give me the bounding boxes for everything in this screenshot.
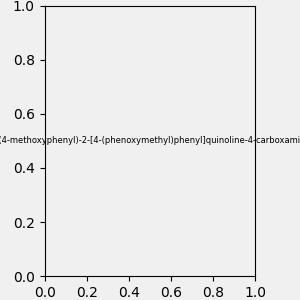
Text: N-(4-methoxyphenyl)-2-[4-(phenoxymethyl)phenyl]quinoline-4-carboxamide: N-(4-methoxyphenyl)-2-[4-(phenoxymethyl)… (0, 136, 300, 146)
